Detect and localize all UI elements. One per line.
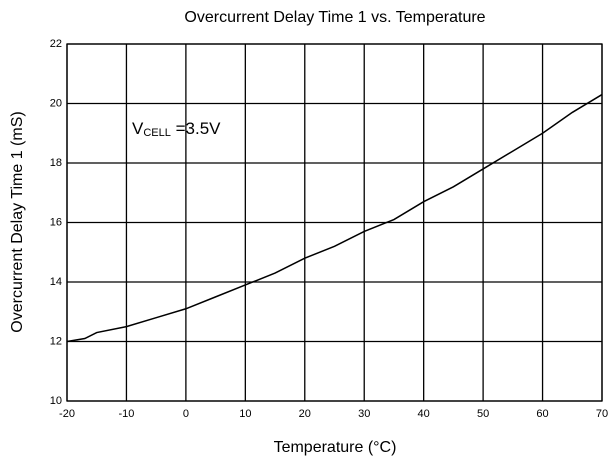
x-tick-label: 20 bbox=[299, 408, 311, 420]
x-tick-label: 10 bbox=[239, 408, 251, 420]
x-tick-label: 70 bbox=[596, 408, 608, 420]
y-axis-label: Overcurrent Delay Time 1 (mS) bbox=[9, 111, 26, 332]
x-tick-label: 40 bbox=[418, 408, 430, 420]
x-tick-label: 0 bbox=[183, 408, 189, 420]
annotation-rest: =3.5V bbox=[171, 119, 221, 138]
y-tick-label: 18 bbox=[50, 157, 62, 169]
y-tick-label: 22 bbox=[50, 38, 62, 50]
annotation-main: V bbox=[132, 119, 144, 138]
annotation: VCELL =3.5V bbox=[132, 119, 221, 138]
data-line bbox=[66, 93, 603, 343]
y-tick-label: 20 bbox=[50, 97, 62, 109]
y-tick-label: 16 bbox=[50, 216, 62, 228]
annotation-sub: CELL bbox=[143, 127, 171, 139]
x-tick-label: 30 bbox=[358, 408, 370, 420]
x-axis-label: Temperature (°C) bbox=[274, 439, 397, 456]
x-tick-label: -20 bbox=[59, 408, 75, 420]
x-tick-label: 50 bbox=[477, 408, 489, 420]
x-tick-label: -10 bbox=[118, 408, 134, 420]
y-tick-label: 12 bbox=[50, 335, 62, 347]
y-tick-label: 14 bbox=[50, 276, 62, 288]
y-tick-label: 10 bbox=[50, 395, 62, 407]
chart-title: Overcurrent Delay Time 1 vs. Temperature bbox=[184, 9, 485, 26]
x-tick-label: 60 bbox=[536, 408, 548, 420]
